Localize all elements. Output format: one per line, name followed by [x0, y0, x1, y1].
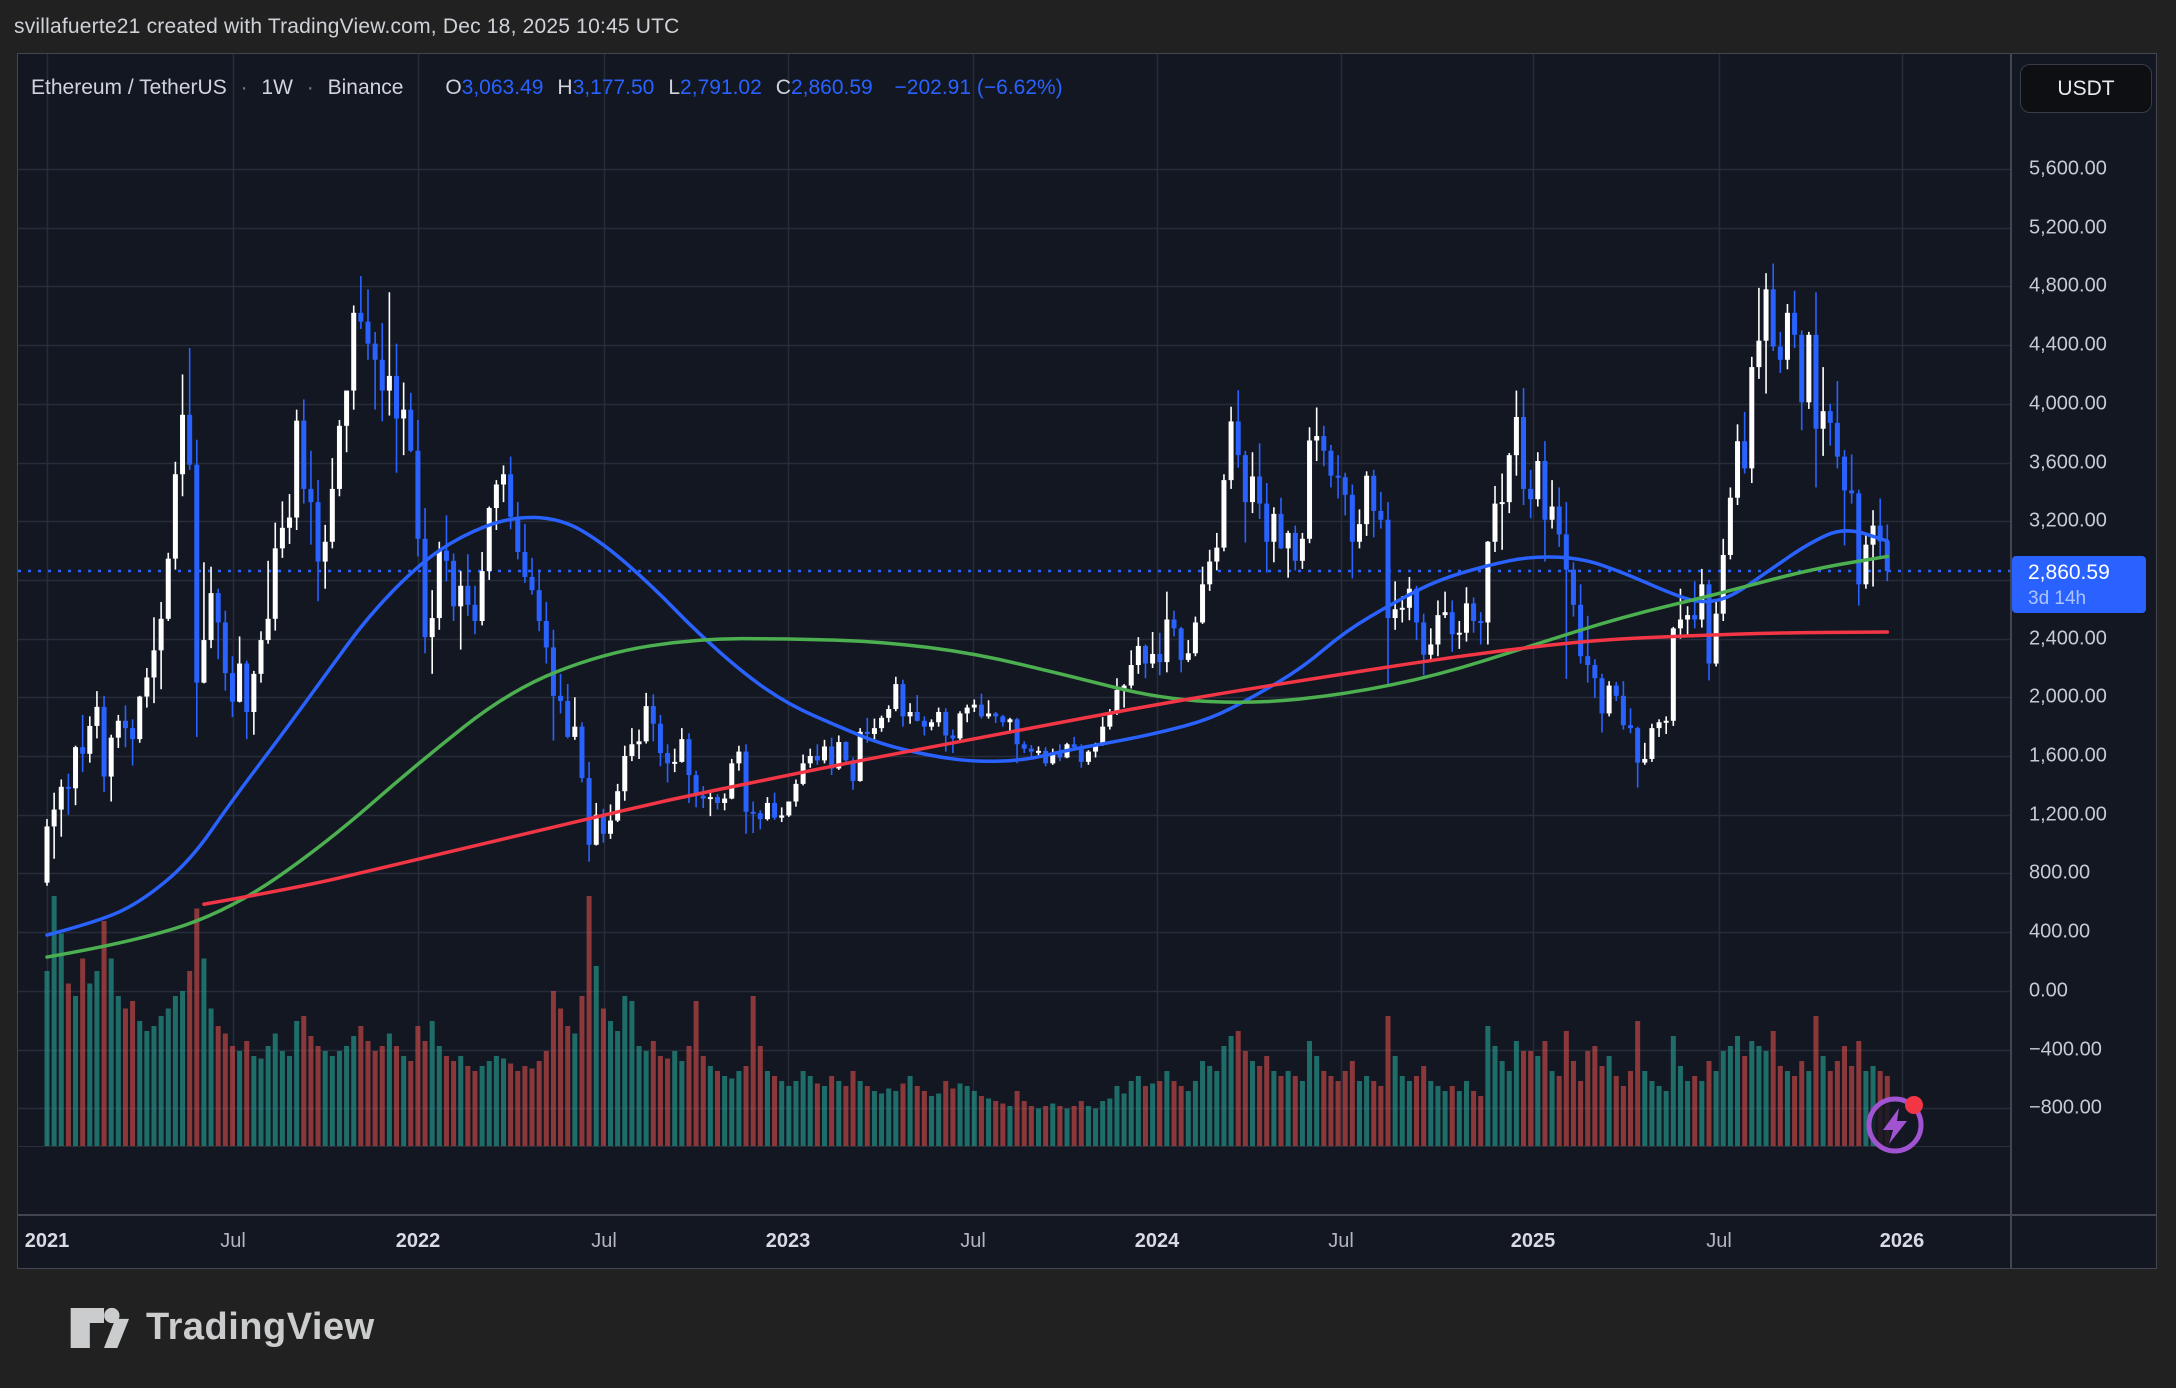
time-axis-label: 2026: [1879, 1230, 1925, 1252]
time-axis-label: Jul: [1328, 1230, 1354, 1252]
lightning-bolt-icon[interactable]: [1864, 1092, 1928, 1156]
price-axis[interactable]: USDT 2,860.59 3d 14h 5,600.00 5,200.00 4,8…: [2012, 54, 2156, 1268]
price-axis-label: 2,400.00: [2029, 627, 2107, 650]
price-axis-separator: [2010, 54, 2012, 1268]
chart-pane[interactable]: Ethereum / TetherUS · 1W · Binance O3,06…: [18, 54, 2010, 1154]
close-key: C: [775, 76, 791, 99]
time-axis-label: 2023: [765, 1230, 811, 1252]
price-axis-label: 2,000.00: [2029, 685, 2107, 708]
time-axis-label: 2021: [24, 1230, 70, 1252]
exchange-label[interactable]: Binance: [327, 76, 404, 99]
tradingview-glyph-icon: [70, 1307, 129, 1348]
tradingview-wordmark: TradingView: [146, 1306, 375, 1348]
change-value: −202.91 (−6.62%): [894, 76, 1063, 99]
price-axis-label: 1,200.00: [2029, 803, 2107, 826]
separator-dot: ·: [306, 76, 314, 99]
time-axis-label: Jul: [960, 1230, 986, 1252]
close-value: 2,860.59: [790, 76, 873, 99]
attribution-bar: svillafuerte21 created with TradingView.…: [0, 0, 2176, 53]
price-chart-canvas[interactable]: [18, 54, 2010, 1146]
price-axis-label: −800.00: [2029, 1096, 2102, 1119]
tradingview-logo[interactable]: TradingView: [68, 1303, 375, 1353]
price-axis-label: −400.00: [2029, 1038, 2102, 1060]
time-axis-label: Jul: [591, 1230, 617, 1252]
price-axis-label: 4,800.00: [2029, 274, 2107, 297]
open-value: 3,063.49: [461, 76, 544, 99]
price-axis-label: 1,600.00: [2029, 744, 2107, 767]
price-axis-label: 3,200.00: [2029, 509, 2107, 532]
price-axis-label: 800.00: [2029, 861, 2091, 884]
price-axis-label: 4,000.00: [2029, 392, 2107, 415]
price-axis-label: 3,600.00: [2029, 451, 2107, 473]
chart-frame: Ethereum / TetherUS · 1W · Binance O3,06…: [17, 53, 2157, 1269]
pane-separator: [18, 1146, 2010, 1147]
time-axis-label: 2022: [395, 1230, 441, 1252]
price-axis-label: 400.00: [2029, 920, 2091, 943]
high-value: 3,177.50: [572, 76, 655, 99]
separator-dot: ·: [240, 76, 248, 99]
time-axis-label: 2025: [1510, 1230, 1556, 1252]
price-axis-label: 0.00: [2029, 979, 2068, 1002]
chart-legend: Ethereum / TetherUS · 1W · Binance O3,06…: [31, 76, 1063, 100]
ohlc-values: O3,063.49 H3,177.50 L2,791.02 C2,860.59: [431, 76, 872, 99]
footer-bar: TradingView: [0, 1267, 2176, 1388]
time-axis[interactable]: 2021 Jul 2022 Jul 2023 Jul 2024 Jul 2025 Jul 2026: [18, 1216, 2010, 1268]
currency-usdt-button[interactable]: USDT: [2020, 64, 2152, 113]
open-key: O: [445, 76, 462, 99]
high-key: H: [557, 76, 573, 99]
attribution-text: svillafuerte21 created with TradingView.…: [14, 14, 680, 38]
time-axis-label: Jul: [1706, 1230, 1732, 1252]
time-axis-label: Jul: [220, 1230, 246, 1252]
last-price-label: 2,860.59 3d 14h: [2012, 556, 2146, 613]
last-price-value: 2,860.59: [2028, 561, 2110, 584]
time-axis-label: 2024: [1134, 1230, 1180, 1252]
price-axis-label: 5,600.00: [2029, 157, 2107, 180]
symbol-title[interactable]: Ethereum / TetherUS: [31, 76, 227, 99]
low-value: 2,791.02: [680, 76, 762, 99]
price-axis-label: 4,400.00: [2029, 333, 2107, 356]
bar-countdown: 3d 14h: [2028, 588, 2087, 609]
time-axis-separator: [18, 1214, 2156, 1216]
low-key: L: [668, 76, 681, 99]
price-axis-label: 5,200.00: [2029, 216, 2107, 239]
interval-label[interactable]: 1W: [261, 76, 293, 99]
